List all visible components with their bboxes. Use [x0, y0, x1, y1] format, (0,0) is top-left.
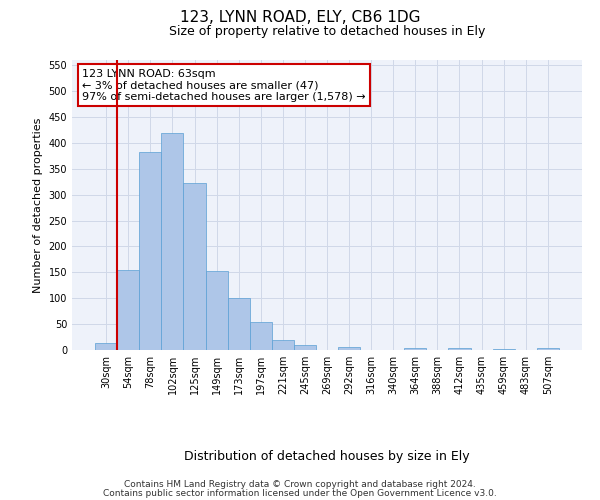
Bar	[448, 348, 470, 350]
Bar	[272, 340, 294, 350]
Text: Contains HM Land Registry data © Crown copyright and database right 2024.: Contains HM Land Registry data © Crown c…	[124, 480, 476, 489]
X-axis label: Distribution of detached houses by size in Ely: Distribution of detached houses by size …	[184, 450, 470, 463]
Bar	[161, 132, 184, 350]
Bar	[338, 348, 360, 350]
Text: 123, LYNN ROAD, ELY, CB6 1DG: 123, LYNN ROAD, ELY, CB6 1DG	[180, 10, 420, 25]
Bar	[404, 348, 427, 350]
Bar	[206, 272, 227, 350]
Y-axis label: Number of detached properties: Number of detached properties	[33, 118, 43, 292]
Text: Contains public sector information licensed under the Open Government Licence v3: Contains public sector information licen…	[103, 488, 497, 498]
Bar	[227, 298, 250, 350]
Bar	[537, 348, 559, 350]
Bar	[250, 322, 272, 350]
Bar	[184, 184, 206, 350]
Bar	[493, 349, 515, 350]
Bar	[95, 344, 117, 350]
Text: 123 LYNN ROAD: 63sqm
← 3% of detached houses are smaller (47)
97% of semi-detach: 123 LYNN ROAD: 63sqm ← 3% of detached ho…	[82, 68, 366, 102]
Bar	[139, 152, 161, 350]
Title: Size of property relative to detached houses in Ely: Size of property relative to detached ho…	[169, 25, 485, 38]
Bar	[117, 270, 139, 350]
Bar	[294, 345, 316, 350]
